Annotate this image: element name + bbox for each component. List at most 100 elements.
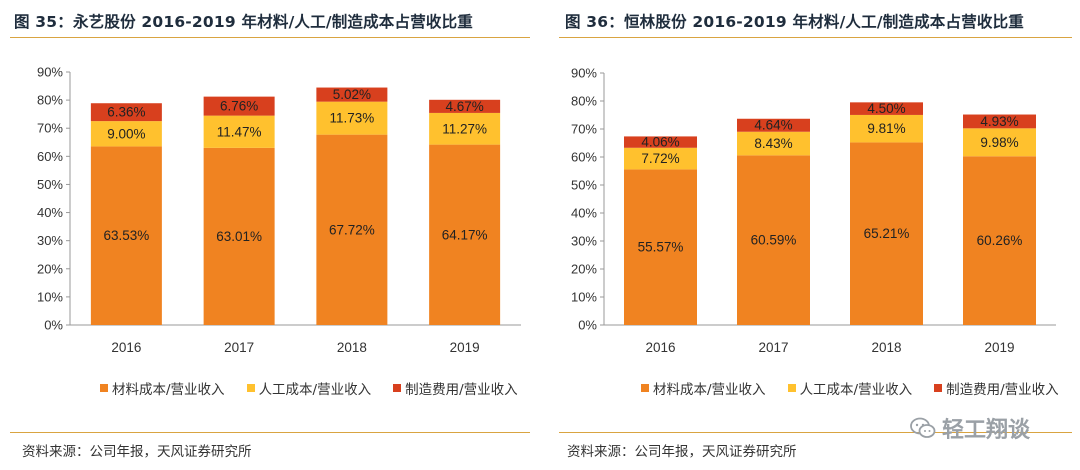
- data-label-material: 64.17%: [442, 227, 488, 242]
- bar-segment-labor: [850, 114, 923, 143]
- data-label-labor: 11.27%: [442, 121, 487, 136]
- bar-segment-material: [850, 142, 923, 325]
- watermark: 轻工翔谈: [910, 412, 1030, 444]
- chart-panel-right: 图 36：恒林股份 2016-2019 年材料/人工/制造成本占营收比重 0% 1…: [553, 0, 1080, 470]
- chart-panel-left: 图 35：永艺股份 2016-2019 年材料/人工/制造成本占营收比重 0% 1…: [0, 0, 530, 470]
- bar-segment-material: [429, 144, 501, 325]
- source-note: 资料来源：公司年报，天风证券研究所: [567, 444, 797, 460]
- data-label-manufacturing: 6.76%: [220, 99, 258, 114]
- bar-segment-manufacturing: [203, 96, 275, 116]
- y-tick-label: 40%: [37, 205, 63, 220]
- source-divider: [559, 432, 1072, 433]
- chart-title: 图 35：永艺股份 2016-2019 年材料/人工/制造成本占营收比重: [14, 13, 473, 31]
- y-tick-label: 0%: [44, 318, 63, 333]
- data-label-manufacturing: 5.02%: [333, 87, 371, 102]
- stacked-bar-chart-henglin: 0% 10% 20% 30% 40% 50% 60% 70% 80% 90% 55.57% 7.72%…: [571, 66, 1056, 355]
- legend-swatch-manufacturing: [934, 384, 943, 392]
- data-label-labor: 9.81%: [867, 121, 905, 136]
- bar-segment-manufacturing: [850, 102, 923, 115]
- bar-segment-manufacturing: [963, 114, 1036, 129]
- bar-segment-manufacturing: [316, 87, 388, 102]
- data-label-material: 60.26%: [977, 233, 1023, 248]
- bar-segment-labor: [737, 131, 810, 156]
- legend-label-manufacturing: 制造费用/营业收入: [946, 382, 1059, 398]
- title-divider: [559, 37, 1072, 38]
- watermark-text: 轻工翔谈: [942, 418, 1031, 443]
- bar-segment-material: [203, 147, 275, 325]
- legend-label-labor: 人工成本/营业收入: [799, 382, 913, 398]
- stacked-bar-chart-yongyi: 0% 10% 20% 30% 40% 50% 60% 70% 80% 90% 63.53% 9.00%…: [37, 65, 521, 355]
- bar-segment-material: [963, 156, 1036, 325]
- data-label-labor: 7.72%: [641, 151, 679, 166]
- x-tick-label: 2017: [758, 340, 788, 355]
- y-tick-label: 80%: [37, 93, 63, 108]
- data-label-material: 63.53%: [103, 228, 149, 243]
- data-label-labor: 11.73%: [329, 111, 374, 126]
- legend-label-material: 材料成本/营业收入: [653, 382, 766, 398]
- title-divider: [10, 37, 530, 38]
- legend-item-labor: 人工成本/营业收入: [787, 378, 913, 398]
- y-tick-label: 60%: [37, 149, 63, 164]
- legend-item-manufacturing: 制造费用/营业收入: [393, 378, 518, 398]
- x-tick-label: 2016: [111, 340, 141, 355]
- wechat-icon: [910, 417, 936, 438]
- legend-label-manufacturing: 制造费用/营业收入: [405, 382, 518, 398]
- y-tick-label: 50%: [37, 177, 63, 192]
- x-tick-label: 2016: [645, 340, 675, 355]
- bar-segment-labor: [963, 128, 1036, 157]
- bar-segment-labor: [90, 121, 162, 147]
- x-tick-label: 2018: [337, 340, 367, 355]
- legend-item-material: 材料成本/营业收入: [641, 378, 766, 398]
- legend-swatch-labor: [787, 384, 796, 392]
- legend-label-labor: 人工成本/营业收入: [258, 382, 372, 398]
- x-tick-label: 2017: [224, 340, 254, 355]
- legend-item-labor: 人工成本/营业收入: [246, 378, 372, 398]
- data-label-manufacturing: 4.50%: [867, 101, 905, 116]
- bar-segment-labor: [624, 147, 697, 170]
- data-label-labor: 9.98%: [980, 135, 1018, 150]
- legend-swatch-manufacturing: [393, 384, 402, 392]
- y-tick-label: 90%: [571, 66, 597, 81]
- bar-segment-manufacturing: [624, 136, 697, 148]
- data-label-manufacturing: 4.67%: [445, 99, 483, 114]
- bar-segment-manufacturing: [90, 103, 162, 122]
- y-tick-label: 20%: [37, 261, 63, 276]
- y-tick-label: 60%: [571, 150, 597, 165]
- legend-swatch-labor: [246, 384, 255, 392]
- y-tick-label: 80%: [571, 94, 597, 109]
- data-label-labor: 9.00%: [107, 126, 145, 141]
- bar-segment-labor: [203, 115, 275, 148]
- data-label-material: 55.57%: [638, 240, 684, 255]
- bar-segment-labor: [316, 101, 388, 135]
- y-tick-label: 70%: [571, 122, 597, 137]
- y-tick-label: 0%: [578, 318, 597, 333]
- y-tick-label: 10%: [37, 289, 63, 304]
- bar-segment-manufacturing: [429, 99, 501, 113]
- y-tick-label: 10%: [571, 290, 597, 305]
- legend-item-material: 材料成本/营业收入: [100, 378, 225, 398]
- bar-segment-material: [90, 146, 162, 325]
- data-label-material: 67.72%: [329, 222, 375, 237]
- y-tick-label: 70%: [37, 121, 63, 136]
- y-tick-label: 30%: [37, 233, 63, 248]
- data-label-material: 65.21%: [864, 226, 910, 241]
- x-tick-label: 2018: [871, 340, 901, 355]
- chart-legend: 材料成本/营业收入 人工成本/营业收入 制造费用/营业收入: [641, 378, 1059, 398]
- data-label-manufacturing: 4.93%: [980, 114, 1018, 129]
- source-divider: [10, 432, 530, 433]
- y-tick-label: 90%: [37, 65, 63, 80]
- data-label-labor: 11.47%: [217, 124, 262, 139]
- y-tick-label: 40%: [571, 206, 597, 221]
- data-label-material: 60.59%: [751, 233, 797, 248]
- bar-segment-material: [624, 169, 697, 325]
- x-tick-label: 2019: [450, 340, 480, 355]
- y-tick-label: 20%: [571, 262, 597, 277]
- legend-swatch-material: [100, 384, 108, 392]
- y-tick-label: 50%: [571, 178, 597, 193]
- data-label-manufacturing: 4.64%: [754, 118, 792, 133]
- data-label-material: 63.01%: [216, 229, 262, 244]
- data-label-manufacturing: 4.06%: [641, 135, 679, 150]
- data-label-labor: 8.43%: [754, 136, 792, 151]
- bar-segment-labor: [429, 112, 501, 145]
- bar-segment-material: [737, 155, 810, 325]
